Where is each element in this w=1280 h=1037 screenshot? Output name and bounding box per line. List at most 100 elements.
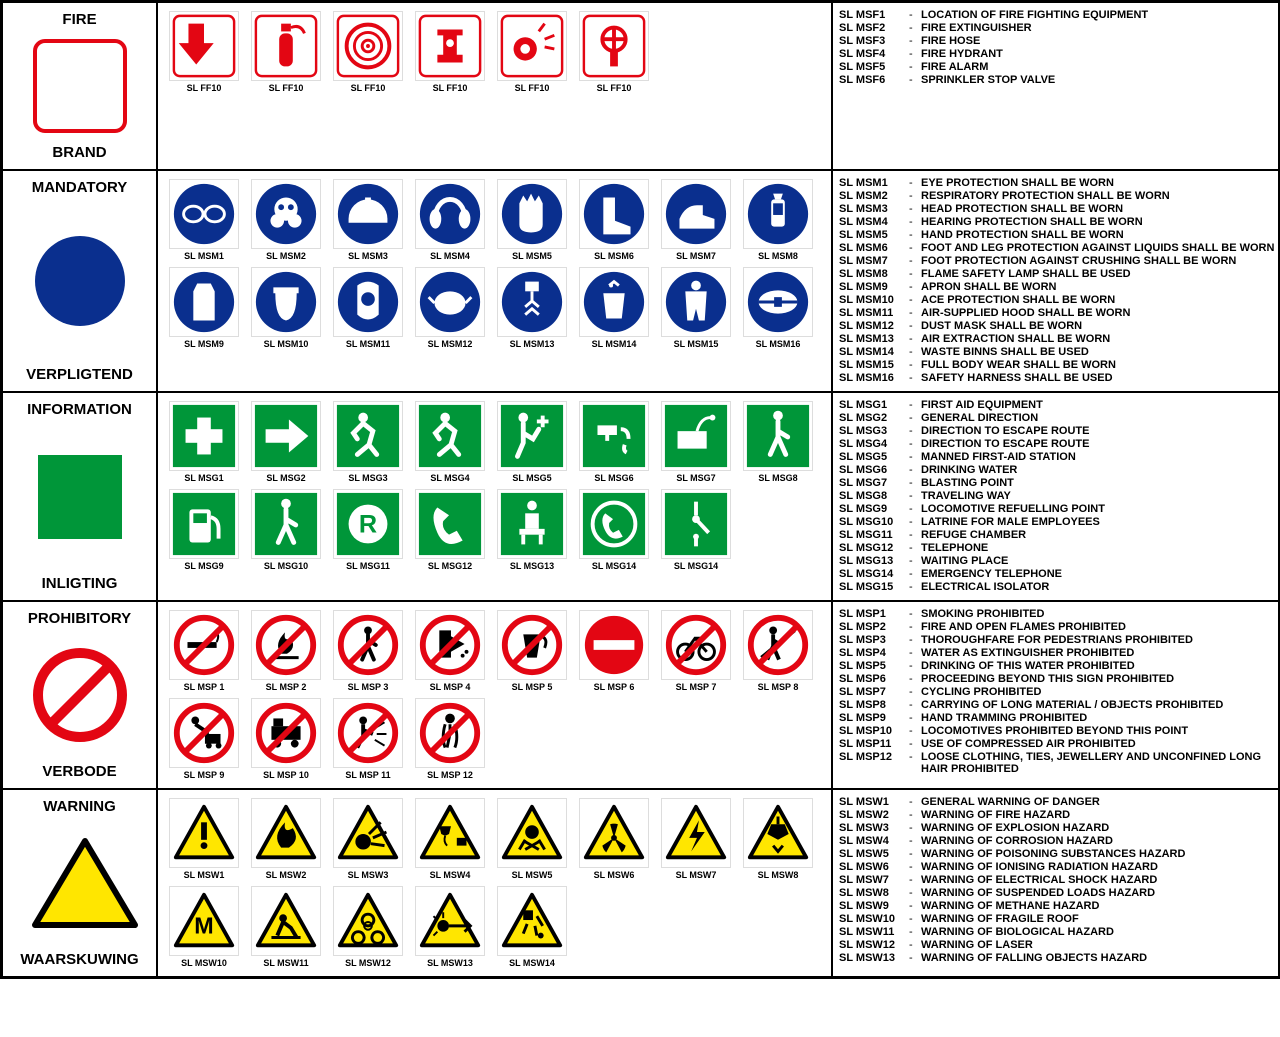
legend-desc: WARNING OF CORROSION HAZARD	[921, 835, 1113, 847]
telephone-icon	[415, 489, 485, 559]
legend-code: SL MSW1	[839, 796, 909, 808]
face-shield-icon	[251, 267, 321, 337]
legend-row: SL MSF3-FIRE HOSE	[839, 35, 1275, 47]
legend-code: SL MSG4	[839, 438, 909, 450]
sign-item: SL MSG4	[412, 401, 488, 483]
sign-code: SL MSW3	[348, 870, 389, 880]
legend-desc: AIR-SUPPLIED HOOD SHALL BE WORN	[921, 307, 1130, 319]
sign-code: SL FF10	[597, 83, 632, 93]
sign-code: SL MSP 6	[594, 682, 635, 692]
legend-row: SL MSM1-EYE PROTECTION SHALL BE WORN	[839, 177, 1275, 189]
category-title-en: WARNING	[43, 798, 116, 815]
legend-row: SL MSF6-SPRINKLER STOP VALVE	[839, 74, 1275, 86]
category-title-en: FIRE	[62, 11, 96, 28]
sign-item: MSL MSW10	[166, 886, 242, 968]
legend-row: SL MSF2-FIRE EXTINGUISHER	[839, 22, 1275, 34]
legend-desc: SPRINKLER STOP VALVE	[921, 74, 1055, 86]
legend-code: SL MSP2	[839, 621, 909, 633]
sign-code: SL MSP 5	[512, 682, 553, 692]
legend-row: SL MSF1-LOCATION OF FIRE FIGHTING EQUIPM…	[839, 9, 1275, 21]
legend-desc: BLASTING POINT	[921, 477, 1014, 489]
sign-item: SL MSW5	[494, 798, 570, 880]
warn-radiation-icon	[579, 798, 649, 868]
sign-code: SL MSP 11	[345, 770, 390, 780]
blasting-icon	[661, 401, 731, 471]
legend-desc: FOOT PROTECTION AGAINST CRUSHING SHALL B…	[921, 255, 1236, 267]
sign-code: SL MSP 10	[263, 770, 309, 780]
sign-item: SL MSM16	[740, 267, 816, 349]
legend-desc: TRAVELING WAY	[921, 490, 1011, 502]
sign-code: SL MSM2	[266, 251, 306, 261]
warn-general-icon	[169, 798, 239, 868]
sign-code: SL FF10	[187, 83, 222, 93]
legend-desc: DRINKING OF THIS WATER PROHIBITED	[921, 660, 1135, 672]
sign-item: SL MSM1	[166, 179, 242, 261]
legend-code: SL MSW8	[839, 887, 909, 899]
legend-row: SL MSW3-WARNING OF EXPLOSION HAZARD	[839, 822, 1275, 834]
legend-code: SL MSF3	[839, 35, 909, 47]
warn-falling-icon	[497, 886, 567, 956]
warn-fire-icon	[251, 798, 321, 868]
category-prohibitory: PROHIBITORY VERBODE	[2, 601, 157, 789]
warn-load-icon	[743, 798, 813, 868]
legend-row: SL MSP4-WATER AS EXTINGUISHER PROHIBITED	[839, 647, 1275, 659]
legend-row: SL MSW12-WARNING OF LASER	[839, 939, 1275, 951]
sign-code: SL MSM10	[264, 339, 309, 349]
sign-item: SL MSM15	[658, 267, 734, 349]
no-smoking-icon	[169, 610, 239, 680]
legend-code: SL MSM5	[839, 229, 909, 241]
legend-code: SL MSP4	[839, 647, 909, 659]
legend-code: SL MSW11	[839, 926, 909, 938]
refuge-r-icon: R	[333, 489, 403, 559]
sign-code: SL MSM6	[594, 251, 634, 261]
category-title-en: PROHIBITORY	[28, 610, 131, 627]
category-title-en: INFORMATION	[27, 401, 132, 418]
legend-row: SL MSP1-SMOKING PROHIBITED	[839, 608, 1275, 620]
legend-desc: CARRYING OF LONG MATERIAL / OBJECTS PROH…	[921, 699, 1223, 711]
legend-desc: WARNING OF LASER	[921, 939, 1033, 951]
legend-desc: WARNING OF EXPLOSION HAZARD	[921, 822, 1109, 834]
legend-row: SL MSM12-DUST MASK SHALL BE WORN	[839, 320, 1275, 332]
sign-item: SL MSW12	[330, 886, 406, 968]
sign-item: SL MSG7	[658, 401, 734, 483]
signs-fire: SL FF10SL FF10SL FF10SL FF10SL FF10SL FF…	[157, 2, 832, 170]
sign-item: SL MSM12	[412, 267, 488, 349]
sign-item: SL MSW4	[412, 798, 488, 880]
sign-item: RSL MSG11	[330, 489, 406, 571]
legend-row: SL MSF5-FIRE ALARM	[839, 61, 1275, 73]
category-information: INFORMATION INLIGTING	[2, 392, 157, 601]
sign-code: SL MSM11	[346, 339, 390, 349]
no-cycle-icon	[661, 610, 731, 680]
category-title-af: VERBODE	[42, 763, 116, 780]
legend-row: SL MSG10-LATRINE FOR MALE EMPLOYEES	[839, 516, 1275, 528]
sign-item: SL MSG9	[166, 489, 242, 571]
legend-code: SL MSM1	[839, 177, 909, 189]
legend-row: SL MSG12-TELEPHONE	[839, 542, 1275, 554]
legend-row: SL MSP2-FIRE AND OPEN FLAMES PROHIBITED	[839, 621, 1275, 633]
legend-row: SL MSW9-WARNING OF METHANE HAZARD	[839, 900, 1275, 912]
legend-desc: CYCLING PROHIBITED	[921, 686, 1041, 698]
respirator-icon	[251, 179, 321, 249]
legend-mandatory: SL MSM1-EYE PROTECTION SHALL BE WORNSL M…	[832, 170, 1280, 392]
sign-code: SL MSP 2	[266, 682, 307, 692]
legend-row: SL MSW5-WARNING OF POISONING SUBSTANCES …	[839, 848, 1275, 860]
legend-code: SL MSG2	[839, 412, 909, 424]
sign-item: SL MSM2	[248, 179, 324, 261]
sign-code: SL MSG1	[184, 473, 223, 483]
legend-desc: LOOSE CLOTHING, TIES, JEWELLERY AND UNCO…	[921, 751, 1275, 775]
sign-code: SL MSW11	[263, 958, 308, 968]
no-loco-icon	[251, 698, 321, 768]
legend-row: SL MSG5-MANNED FIRST-AID STATION	[839, 451, 1275, 463]
sign-code: SL MSP 12	[427, 770, 473, 780]
legend-row: SL MSP12-LOOSE CLOTHING, TIES, JEWELLERY…	[839, 751, 1275, 775]
walking2-icon	[251, 489, 321, 559]
legend-row: SL MSP3-THOROUGHFARE FOR PEDESTRIANS PRO…	[839, 634, 1275, 646]
legend-code: SL MSP7	[839, 686, 909, 698]
sign-item: SL FF10	[248, 11, 324, 93]
legend-row: SL MSM8-FLAME SAFETY LAMP SHALL BE USED	[839, 268, 1275, 280]
legend-code: SL MSW13	[839, 952, 909, 964]
legend-desc: THOROUGHFARE FOR PEDESTRIANS PROHIBITED	[921, 634, 1193, 646]
legend-code: SL MSP5	[839, 660, 909, 672]
fire-hydrant-icon	[415, 11, 485, 81]
fire-hose-reel-icon	[333, 11, 403, 81]
